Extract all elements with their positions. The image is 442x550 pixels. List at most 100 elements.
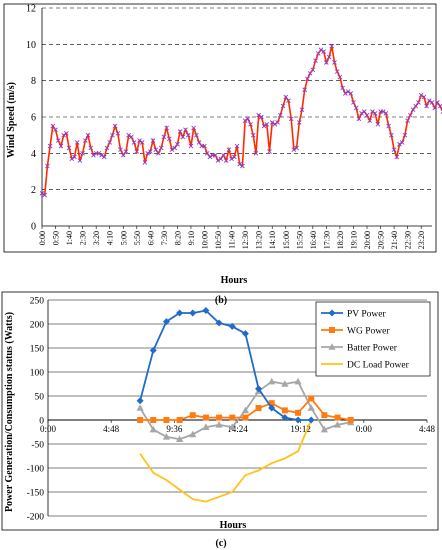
chart-b-x-tick-label: 17:30 bbox=[322, 231, 331, 249]
wg-power-point bbox=[295, 409, 302, 416]
batter-power-point bbox=[294, 377, 302, 385]
batter-power-point bbox=[333, 421, 342, 428]
wind-speed-point bbox=[50, 123, 56, 129]
wind-speed-point bbox=[429, 100, 435, 105]
chart-b-y-tick-label: 2 bbox=[31, 185, 36, 196]
wg-power-point bbox=[281, 407, 288, 414]
wg-power-point bbox=[255, 405, 262, 411]
legend-label-wg-power: WG Power bbox=[347, 327, 390, 337]
chart-b-x-tick-label: 20:00 bbox=[363, 231, 372, 249]
chart-c-y-tick-label: 150 bbox=[30, 345, 45, 355]
wind-speed-point bbox=[188, 143, 194, 149]
chart-b-x-tick-label: 15:50 bbox=[295, 231, 304, 249]
dc-load-power-line bbox=[139, 419, 313, 503]
wind-speed-point bbox=[240, 163, 245, 169]
wind-speed-point bbox=[302, 87, 308, 93]
chart-c-y-tick-label: -100 bbox=[27, 465, 45, 475]
wind-speed-point bbox=[129, 134, 134, 140]
wg-power-point bbox=[321, 412, 328, 419]
wind-speed-point bbox=[318, 47, 324, 53]
wind-speed-point bbox=[169, 147, 175, 153]
chart-c-y-axis-label-line: Power Generation/Consumption status (Wat… bbox=[4, 312, 15, 512]
wind-speed-point bbox=[85, 132, 91, 138]
wind-speed-point bbox=[356, 116, 362, 122]
wind-speed-point bbox=[137, 138, 142, 143]
wind-speed-point bbox=[372, 111, 378, 116]
wind-speed-point bbox=[299, 107, 305, 113]
wind-speed-point bbox=[383, 111, 389, 116]
chart-c-y-tick-label: -50 bbox=[31, 441, 44, 451]
legend-marker-wg-power bbox=[329, 327, 335, 333]
wind-speed-point bbox=[66, 145, 72, 151]
chart-c-x-tick-label: 9:36 bbox=[166, 424, 183, 434]
wg-power-point bbox=[347, 417, 354, 423]
chart-c-y-tick-label: 100 bbox=[30, 369, 45, 379]
wind-speed-point bbox=[185, 132, 191, 138]
wind-speed-point bbox=[202, 143, 207, 149]
chart-b-x-tick-label: 19:10 bbox=[349, 231, 358, 249]
wind-speed-point bbox=[386, 123, 391, 129]
chart-b-x-tick-label: 15:00 bbox=[282, 231, 291, 249]
chart-b-y-ticks: 0 2 4 6 8 10 12 bbox=[26, 4, 36, 233]
chart-c-y-tick-label: 250 bbox=[30, 297, 45, 307]
chart-b-x-tick-label: 22:30 bbox=[404, 231, 413, 249]
wg-power-point bbox=[189, 412, 196, 419]
wind-speed-point bbox=[55, 138, 61, 143]
wind-speed-point bbox=[256, 112, 261, 118]
chart-c-legend: PV Power WG Power Batter Power DC Load Powe… bbox=[315, 301, 431, 377]
chart-c-x-axis-label: Hours bbox=[220, 520, 247, 531]
wind-speed-point bbox=[172, 145, 178, 151]
wind-speed-point bbox=[275, 120, 280, 125]
wind-speed-point bbox=[45, 163, 50, 169]
wind-speed-point bbox=[126, 132, 131, 138]
wind-speed-point bbox=[261, 123, 267, 129]
pv-power-point bbox=[162, 318, 170, 326]
wind-speed-point bbox=[394, 154, 400, 160]
wind-speed-point bbox=[269, 120, 275, 125]
chart-c-y-axis-label: Power Generation/Consumption status (Wat… bbox=[4, 312, 15, 512]
wind-speed-point bbox=[421, 94, 427, 100]
chart-b-x-tick-label: 20:50 bbox=[377, 231, 386, 249]
wind-speed-point bbox=[158, 145, 164, 151]
pv-power-point bbox=[294, 416, 302, 424]
wind-speed-point bbox=[397, 141, 402, 147]
chart-b-x-tick-label: 1:40 bbox=[65, 231, 74, 245]
wind-speed-point bbox=[343, 91, 348, 96]
chart-b-x-tick-label: 10:00 bbox=[201, 231, 210, 249]
wind-speed-point bbox=[361, 109, 367, 114]
pv-power-point bbox=[202, 307, 210, 315]
wind-speed-point bbox=[161, 134, 167, 140]
wg-power-point bbox=[150, 417, 157, 423]
wg-power-point bbox=[268, 400, 275, 407]
wind-speed-point bbox=[120, 152, 126, 158]
pv-power-point bbox=[149, 346, 157, 354]
chart-c-frame bbox=[1, 291, 439, 531]
wind-speed-point bbox=[253, 151, 259, 156]
wind-speed-point bbox=[291, 147, 297, 153]
wind-speed-point bbox=[223, 158, 229, 163]
wind-speed-point bbox=[134, 149, 140, 154]
wind-speed-point bbox=[196, 140, 202, 145]
chart-c-plot bbox=[136, 307, 355, 503]
wind-speed-point bbox=[234, 143, 240, 149]
wind-speed-point bbox=[278, 112, 283, 118]
wind-speed-point bbox=[104, 145, 110, 151]
wind-speed-point bbox=[164, 125, 169, 131]
wind-speed-point bbox=[131, 140, 137, 145]
chart-b-x-tick-label: 0:50 bbox=[52, 231, 61, 245]
wg-power-point bbox=[334, 414, 341, 421]
wind-speed-point bbox=[432, 105, 438, 111]
chart-b-grid bbox=[41, 7, 432, 227]
wind-speed-point bbox=[435, 100, 440, 105]
wind-speed-point bbox=[310, 67, 316, 73]
batter-power-point bbox=[268, 377, 276, 385]
pv-power-point bbox=[281, 414, 289, 422]
wind-speed-point bbox=[107, 140, 113, 145]
chart-b-x-tick-label: 8:20 bbox=[173, 231, 182, 245]
legend-label-dc-load-power: DC Load Power bbox=[347, 361, 410, 371]
wind-speed-point bbox=[389, 132, 394, 138]
wind-speed-point bbox=[315, 51, 321, 56]
wind-speed-point bbox=[416, 100, 421, 105]
wind-speed-point bbox=[83, 138, 88, 143]
pv-power-point bbox=[215, 319, 223, 327]
